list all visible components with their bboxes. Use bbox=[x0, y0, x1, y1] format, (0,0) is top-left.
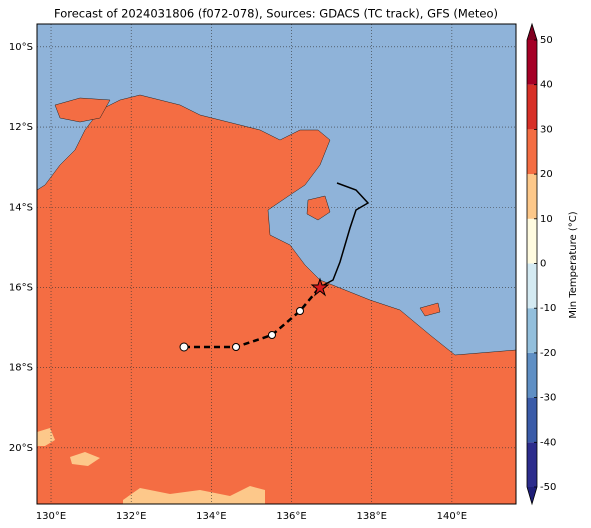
island bbox=[306, 195, 331, 221]
colorbar-tick-label: 40 bbox=[540, 80, 553, 91]
x-tick-label: 136°E bbox=[276, 511, 306, 522]
colorbar-band bbox=[527, 218, 537, 264]
y-tick-label: 12°S bbox=[9, 122, 33, 133]
colorbar-tick-label: -30 bbox=[540, 393, 556, 404]
y-tick-label: 16°S bbox=[9, 282, 33, 293]
y-tick-label: 20°S bbox=[9, 443, 33, 454]
past-track bbox=[319, 182, 370, 288]
colorbar-tick-label: -20 bbox=[540, 348, 556, 359]
colorbar-band bbox=[527, 84, 537, 130]
x-tick-label: 134°E bbox=[196, 511, 226, 522]
y-tick-label: 10°S bbox=[9, 42, 33, 53]
forecast-track bbox=[184, 286, 321, 349]
warm-patch bbox=[123, 486, 265, 504]
x-tick-label: 140°E bbox=[437, 511, 467, 522]
warm-patch bbox=[37, 428, 55, 446]
colorbar-tick-label: 50 bbox=[540, 35, 553, 46]
colorbar-band bbox=[527, 129, 537, 175]
colorbar-band bbox=[527, 352, 537, 398]
x-tick-label: 138°E bbox=[356, 511, 386, 522]
grid bbox=[37, 24, 516, 504]
colorbar-extend bbox=[527, 24, 537, 40]
colorbar: -50 -40 -30 -20 -10 0 10 20 30 40 50 bbox=[526, 22, 556, 506]
colorbar-band bbox=[527, 40, 537, 85]
storm-position bbox=[310, 277, 330, 297]
x-tick-label: 132°E bbox=[116, 511, 146, 522]
island bbox=[54, 97, 111, 123]
colorbar-tick-label: 30 bbox=[540, 124, 553, 135]
chart-title: Forecast of 2024031806 (f072-078), Sourc… bbox=[54, 7, 498, 21]
colorbar-tick-label: -50 bbox=[540, 482, 556, 493]
island bbox=[419, 302, 441, 317]
colorbar-band bbox=[527, 174, 537, 219]
colorbar-tick-label: 0 bbox=[540, 259, 546, 270]
colorbar-label: Min Temperature (°C) bbox=[568, 211, 579, 318]
colorbar-band bbox=[527, 308, 537, 353]
colorbar-band bbox=[527, 397, 537, 443]
map bbox=[36, 23, 517, 505]
map-frame bbox=[36, 23, 517, 505]
track-point bbox=[296, 307, 304, 315]
colorbar-extend bbox=[527, 487, 537, 504]
warm-patch bbox=[70, 452, 100, 466]
x-tick-label: 130°E bbox=[36, 511, 66, 522]
colorbar-tick-label: -40 bbox=[540, 437, 556, 448]
colorbar-tick-label: 20 bbox=[540, 169, 553, 180]
track-point bbox=[268, 331, 276, 339]
track-point bbox=[232, 343, 240, 351]
y-tick-label: 18°S bbox=[9, 363, 33, 374]
track-point bbox=[179, 342, 189, 352]
colorbar-tick-label: 10 bbox=[540, 214, 553, 225]
y-tick-label: 14°S bbox=[9, 202, 33, 213]
colorbar-band bbox=[527, 263, 537, 309]
colorbar-band bbox=[527, 442, 537, 487]
colorbar-tick-label: -10 bbox=[540, 303, 556, 314]
